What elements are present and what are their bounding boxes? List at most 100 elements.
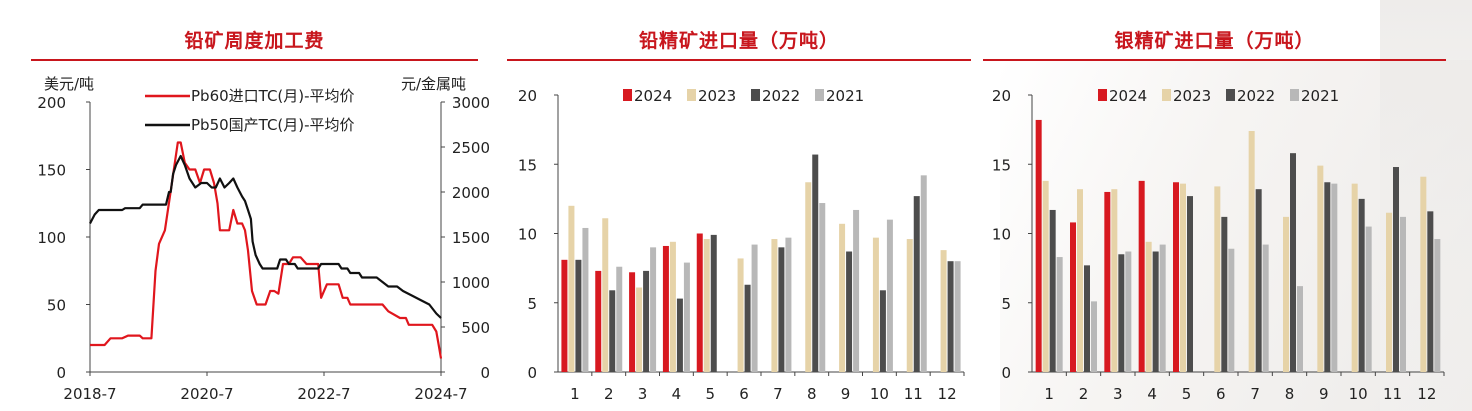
x-tick-label: 2 xyxy=(1079,385,1089,403)
series-line-pb50 xyxy=(89,154,442,319)
bar-2023-m10 xyxy=(872,237,879,372)
x-tick-label: 4 xyxy=(1147,385,1157,403)
bar-2022-m4 xyxy=(676,298,683,372)
bar-2023-m7 xyxy=(1248,131,1255,372)
bar-2024-m4 xyxy=(662,245,669,372)
bar-2021-m12 xyxy=(1434,239,1441,372)
bar-2021-m1 xyxy=(582,227,589,372)
bar-2023-m8 xyxy=(805,182,812,372)
bar-2022-m6 xyxy=(744,284,751,372)
bar-2022-m2 xyxy=(1084,265,1090,372)
bar-2021-m9 xyxy=(1331,183,1338,372)
x-tick-label: 12 xyxy=(938,385,957,403)
legend-swatch xyxy=(751,89,760,101)
y-tick-label-left: 50 xyxy=(47,297,66,315)
bar-2023-m1 xyxy=(568,205,575,372)
y-tick-label: 5 xyxy=(527,295,537,313)
bar-2023-m2 xyxy=(1077,189,1083,372)
bar-2023-m6 xyxy=(1214,186,1221,372)
bar-2022-m7 xyxy=(778,247,785,372)
bar-2022-m2 xyxy=(609,290,616,372)
bar-2022-m4 xyxy=(1152,251,1159,372)
x-tick-label: 2018-7 xyxy=(63,385,116,403)
bar-2021-m11 xyxy=(920,175,927,372)
y-tick-label: 15 xyxy=(518,156,537,174)
legend-swatch xyxy=(623,89,632,101)
chart-title-lead-tc: 铅矿周度加工费 xyxy=(184,30,325,52)
bar-2021-m1 xyxy=(1056,257,1063,372)
bar-2021-m7 xyxy=(785,237,792,372)
bar-2024-m2 xyxy=(1070,222,1076,372)
legend-swatch xyxy=(1226,89,1235,101)
bar-2022-m3 xyxy=(1118,254,1125,372)
legend-label: 2022 xyxy=(1237,87,1275,105)
y-axis-label-right: 元/金属吨 xyxy=(401,75,466,93)
bar-2023-m6 xyxy=(737,258,744,372)
legend-label: Pb60进口TC(月)-平均价 xyxy=(191,87,355,105)
x-tick-label: 10 xyxy=(1349,385,1368,403)
bar-2023-m1 xyxy=(1042,180,1049,372)
bar-2024-m2 xyxy=(595,270,602,372)
bar-2021-m2 xyxy=(616,266,623,372)
bar-2023-m8 xyxy=(1283,216,1289,372)
bar-2023-m7 xyxy=(771,239,778,372)
bar-2024-m4 xyxy=(1138,180,1145,372)
bar-2022-m9 xyxy=(846,251,853,372)
y-tick-label-right: 500 xyxy=(461,319,490,337)
bar-2023-m4 xyxy=(1145,241,1152,372)
bar-2021-m3 xyxy=(650,247,657,372)
title-underline xyxy=(983,59,1446,61)
x-tick-label: 3 xyxy=(638,385,648,403)
bar-2022-m9 xyxy=(1324,182,1331,372)
y-tick-label-right: 1000 xyxy=(452,274,490,292)
bar-2024-m3 xyxy=(1104,191,1111,372)
x-tick-label: 2 xyxy=(604,385,614,403)
bar-2021-m6 xyxy=(751,244,758,372)
x-tick-label: 11 xyxy=(904,385,923,403)
x-tick-label: 8 xyxy=(1285,385,1295,403)
panel-silver-imports: 银精矿进口量（万吨） xyxy=(983,0,1446,411)
bar-2022-m7 xyxy=(1255,189,1262,372)
y-tick-label-left: 150 xyxy=(37,162,66,180)
bar-2022-m10 xyxy=(879,290,886,372)
bar-2024-m1 xyxy=(1035,119,1042,373)
title-underline xyxy=(507,59,971,61)
bar-2023-m9 xyxy=(1317,165,1324,372)
bar-2021-m10 xyxy=(1365,226,1372,372)
legend-label: 2021 xyxy=(826,87,864,105)
bar-2021-m8 xyxy=(1297,286,1303,372)
legend-swatch xyxy=(1162,89,1171,101)
bar-2023-m2 xyxy=(602,218,609,372)
legend-label: Pb50国产TC(月)-平均价 xyxy=(191,116,355,134)
y-tick-label-left: 0 xyxy=(56,364,66,382)
y-tick-label-right: 2000 xyxy=(452,184,490,202)
bar-2022-m5 xyxy=(1187,196,1193,372)
bar-2023-m10 xyxy=(1351,183,1358,372)
bar-2021-m4 xyxy=(1159,244,1166,372)
y-tick-label-left: 100 xyxy=(37,229,66,247)
bar-2023-m4 xyxy=(669,241,676,372)
y-tick-label-left: 200 xyxy=(37,94,66,112)
bar-2021-m3 xyxy=(1125,251,1132,372)
bar-2021-m6 xyxy=(1228,248,1235,372)
x-tick-label: 2020-7 xyxy=(180,385,233,403)
bar-2022-m5 xyxy=(710,234,717,372)
legend-label: 2023 xyxy=(1173,87,1211,105)
bar-2022-m11 xyxy=(1393,167,1399,372)
x-tick-label: 1 xyxy=(570,385,580,403)
bar-2022-m10 xyxy=(1358,198,1365,372)
bar-2024-m3 xyxy=(629,272,636,372)
bar-2023-m9 xyxy=(839,223,846,372)
x-tick-label: 6 xyxy=(1216,385,1226,403)
bar-2023-m5 xyxy=(703,239,710,372)
bar-2022-m3 xyxy=(643,270,650,372)
bar-2021-m2 xyxy=(1091,301,1097,372)
chart-title-silver-imports: 银精矿进口量（万吨） xyxy=(1114,30,1315,52)
bar-2022-m1 xyxy=(575,259,582,372)
x-tick-label: 5 xyxy=(705,385,715,403)
x-tick-label: 11 xyxy=(1383,385,1402,403)
y-tick-label: 0 xyxy=(527,364,537,382)
x-tick-label: 7 xyxy=(773,385,783,403)
